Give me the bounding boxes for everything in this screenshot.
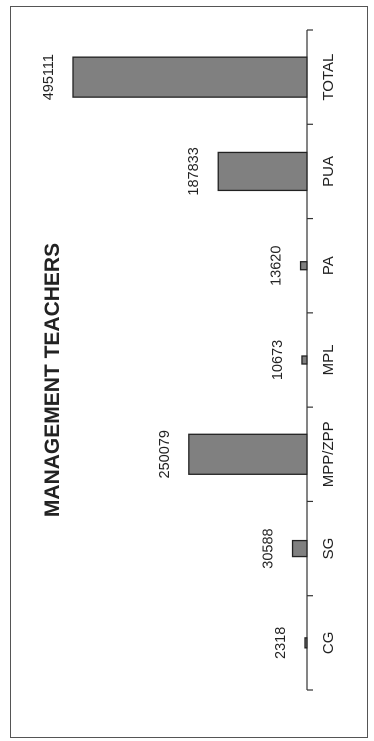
data-label: 13620	[269, 246, 285, 286]
chart-frame	[10, 6, 368, 738]
chart-title: MANAGEMENT TEACHERS	[41, 243, 64, 517]
data-label: 495111	[41, 54, 57, 100]
data-label: 10673	[270, 340, 286, 380]
category-label: CG	[320, 632, 337, 655]
data-label: 30588	[261, 528, 277, 568]
category-label: MPL	[320, 345, 337, 376]
bar-mpl	[301, 355, 308, 365]
category-label: SG	[320, 538, 337, 560]
bar-pua	[217, 151, 308, 192]
category-label: PUA	[320, 156, 337, 187]
category-label: TOTAL	[320, 54, 337, 101]
data-label: 250079	[157, 430, 173, 478]
bar-total	[72, 56, 308, 98]
bar-pa	[299, 261, 308, 271]
bar-cg	[304, 637, 308, 649]
bar-sg	[291, 539, 308, 558]
data-label: 187833	[186, 147, 202, 195]
bar-mpp-zpp	[188, 433, 308, 475]
category-label: MPP/ZPP	[320, 421, 337, 487]
data-label: 2318	[273, 627, 289, 659]
category-label: PA	[320, 256, 337, 275]
